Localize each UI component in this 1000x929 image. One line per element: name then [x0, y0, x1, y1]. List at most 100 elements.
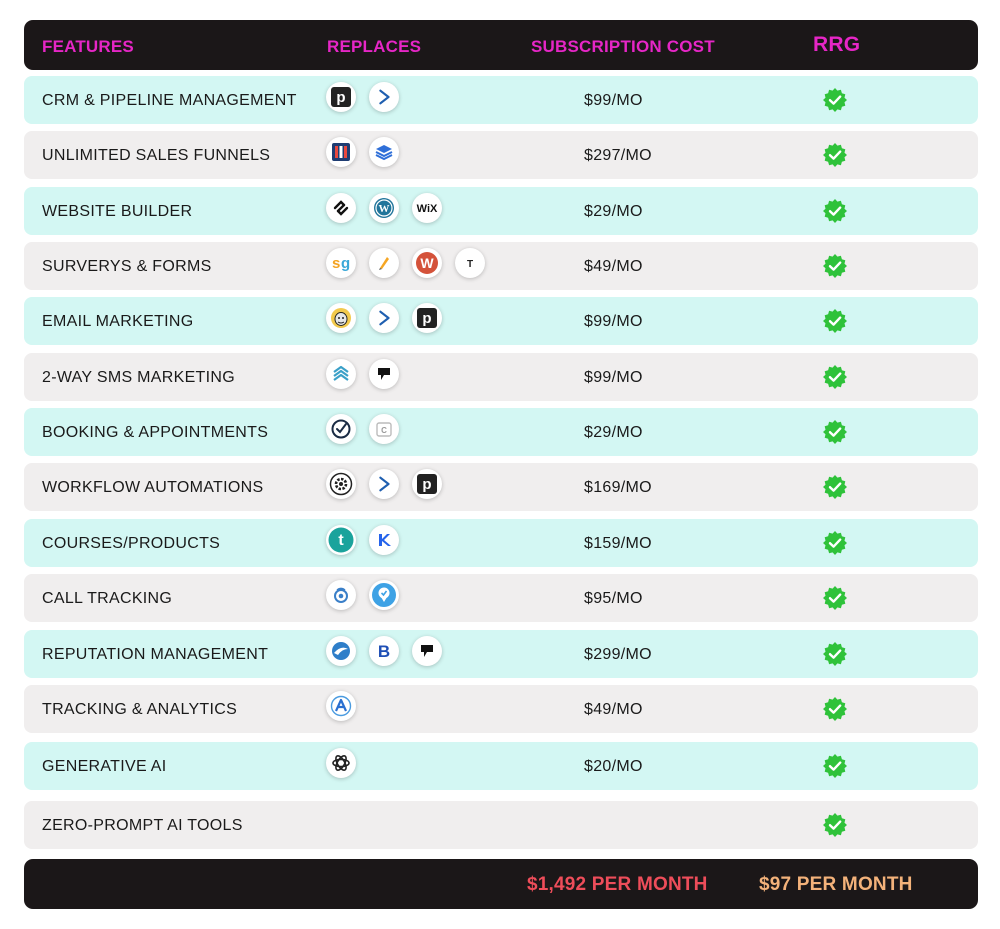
activecampaign-icon [369, 82, 399, 112]
subscription-price: $299/MO [584, 646, 652, 663]
feature-label: UNLIMITED SALES FUNNELS [42, 147, 271, 164]
replaced-tools: p [326, 82, 399, 118]
table-row: UNLIMITED SALES FUNNELS $297/MO [24, 131, 978, 179]
table-row: 2-WAY SMS MARKETING $99/MO [24, 353, 978, 401]
checkmark-icon [822, 419, 848, 445]
svg-text:t: t [338, 532, 344, 549]
location-pin-icon [369, 580, 399, 610]
checkmark-icon [822, 696, 848, 722]
svg-text:T: T [467, 259, 473, 270]
feature-label: ZERO-PROMPT AI TOOLS [42, 817, 243, 834]
table-row: WEBSITE BUILDER W WiX $29/MO [24, 187, 978, 235]
table-row: GENERATIVE AI $20/MO [24, 742, 978, 790]
table-row: BOOKING & APPOINTMENTS C $29/MO [24, 408, 978, 456]
replaced-tools [326, 580, 399, 616]
replaced-tools: p [326, 469, 442, 505]
flag-icon [369, 359, 399, 389]
competitor-total: $1,492 PER MONTH [527, 874, 708, 895]
teachable-icon: t [326, 525, 356, 555]
wufoo-icon: W [412, 248, 442, 278]
checkmark-icon [822, 253, 848, 279]
svg-text:W: W [379, 203, 390, 215]
svg-text:C: C [381, 426, 387, 435]
typeform-icon: T [455, 248, 485, 278]
svg-text:B: B [378, 642, 390, 661]
table-row: WORKFLOW AUTOMATIONS p $169/MO [24, 463, 978, 511]
feature-label: WEBSITE BUILDER [42, 203, 193, 220]
checkmark-icon [822, 308, 848, 334]
table-row: REPUTATION MANAGEMENT B $299/MO [24, 630, 978, 678]
checkmark-icon [822, 641, 848, 667]
subscription-price: $95/MO [584, 590, 643, 607]
subscription-price: $49/MO [584, 258, 643, 275]
checkmark-icon [822, 87, 848, 113]
table-row: SURVERYS & FORMS s g W T $49/MO [24, 242, 978, 290]
checkmark-icon [822, 142, 848, 168]
analytics-a-icon [326, 691, 356, 721]
subscription-price: $99/MO [584, 369, 643, 386]
pipedrive-icon: p [412, 469, 442, 499]
subscription-price: $49/MO [584, 701, 643, 718]
subscription-price: $29/MO [584, 203, 643, 220]
svg-text:s: s [332, 255, 340, 272]
checkmark-icon [822, 812, 848, 838]
checkmark-icon [822, 530, 848, 556]
replaced-tools [326, 691, 356, 727]
feature-label: GENERATIVE AI [42, 758, 167, 775]
feature-label: CRM & PIPELINE MANAGEMENT [42, 92, 297, 109]
checkmark-icon [822, 753, 848, 779]
feature-label: EMAIL MARKETING [42, 313, 194, 330]
svg-text:W: W [420, 255, 434, 271]
rrg-column-header: RRG [813, 33, 861, 56]
activecampaign-icon [369, 303, 399, 333]
subscription-price: $20/MO [584, 758, 643, 775]
table-row: COURSES/PRODUCTS t $159/MO [24, 519, 978, 567]
svg-text:g: g [341, 255, 350, 272]
table-row: CALL TRACKING $95/MO [24, 574, 978, 622]
squarespace-icon [326, 193, 356, 223]
pipedrive-icon: p [412, 303, 442, 333]
replaced-tools [326, 137, 399, 173]
feature-label: COURSES/PRODUCTS [42, 535, 221, 552]
wordpress-icon: W [369, 193, 399, 223]
checkmark-icon [822, 364, 848, 390]
flag-icon [412, 636, 442, 666]
activecampaign-icon [369, 469, 399, 499]
calendly-icon: C [369, 414, 399, 444]
replaces-column-header: REPLACES [327, 37, 422, 56]
replaced-tools: p [326, 303, 442, 339]
table-row: CRM & PIPELINE MANAGEMENT p $99/MO [24, 76, 978, 124]
table-footer: $1,492 PER MONTH $97 PER MONTH [24, 859, 978, 909]
openai-icon [326, 748, 356, 778]
podium-icon [326, 359, 356, 389]
feature-label: TRACKING & ANALYTICS [42, 701, 238, 718]
birdeye-icon [326, 636, 356, 666]
replaced-tools [326, 748, 356, 784]
b-badge-icon: B [369, 636, 399, 666]
kajabi-icon [369, 525, 399, 555]
gear-automation-icon [326, 469, 356, 499]
subscription-price: $29/MO [584, 424, 643, 441]
table-row: EMAIL MARKETING p $99/MO [24, 297, 978, 345]
mailchimp-icon [326, 303, 356, 333]
features-column-header: FEATURES [42, 37, 134, 56]
subscription-price: $159/MO [584, 535, 652, 552]
feature-label: SURVERYS & FORMS [42, 258, 212, 275]
checkmark-icon [822, 198, 848, 224]
feature-label: CALL TRACKING [42, 590, 173, 607]
subscription-cost-column-header: SUBSCRIPTION COST [531, 37, 715, 56]
leadpages-icon [369, 137, 399, 167]
feature-label: BOOKING & APPOINTMENTS [42, 424, 269, 441]
checkmark-icon [822, 474, 848, 500]
rrg-total: $97 PER MONTH [759, 874, 913, 895]
clickfunnels-icon [326, 137, 356, 167]
subscription-price: $297/MO [584, 147, 652, 164]
subscription-price: $99/MO [584, 313, 643, 330]
svg-text:WiX: WiX [417, 203, 438, 215]
table-header: FEATURES REPLACES SUBSCRIPTION COST RRG [24, 20, 978, 70]
subscription-price: $169/MO [584, 479, 652, 496]
feature-label: 2-WAY SMS MARKETING [42, 369, 235, 386]
subscription-price: $99/MO [584, 92, 643, 109]
